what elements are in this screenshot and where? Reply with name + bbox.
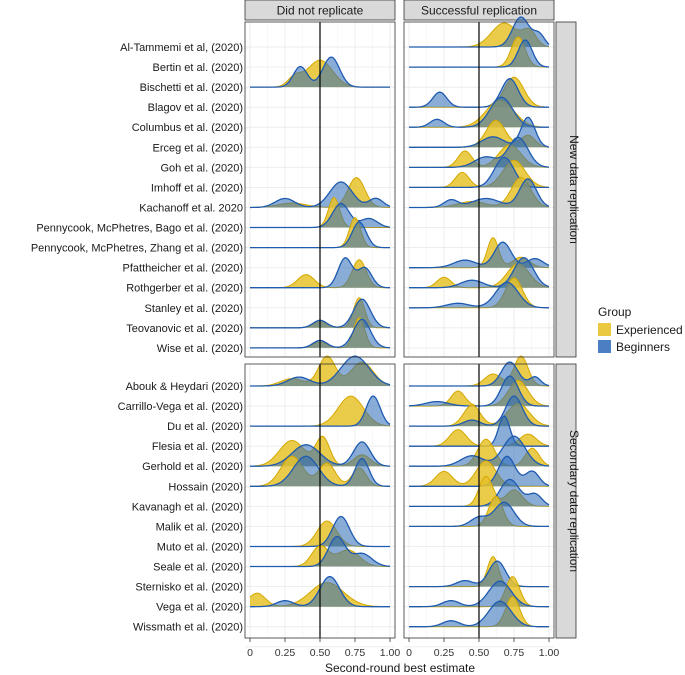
legend-swatch [598,340,611,353]
row-label: Vega et al. (2020) [156,602,243,614]
row-label: Kavanagh et al. (2020) [132,501,243,513]
row-label: Seale et al. (2020) [153,562,243,574]
row-label: Bischetti et al. (2020) [140,82,243,94]
row-label: Pfattheicher et al. (2020) [123,263,243,275]
row-label: Sternisko et al. (2020) [135,582,243,594]
row-label: Goh et al. (2020) [160,162,243,174]
row-label: Flesia et al. (2020) [152,441,243,453]
row-label: Carrillo-Vega et al. (2020) [118,401,243,413]
ridge-beginners [409,78,549,108]
row-label: Teovanovic et al. (2020) [126,323,243,335]
row-strip-label: New data replication [567,135,581,244]
row-label: Muto et al. (2020) [157,541,243,553]
x-tick-label: 1.00 [380,647,401,659]
row-label: Abouk & Heydari (2020) [126,381,243,393]
legend-title: Group [598,305,632,319]
x-tick-label: 0.25 [434,647,455,659]
ridge-beginners [250,222,390,248]
row-label: Columbus et al. (2020) [132,122,243,134]
legend-swatch [598,323,611,336]
row-strip [555,363,577,639]
row-strip-label: Secondary data replication [567,430,581,572]
ridge-beginners [250,182,390,208]
row-label: Erceg et al. (2020) [153,142,244,154]
x-tick-label: 0.25 [275,647,296,659]
panel-border [403,21,555,358]
row-label: Kachanoff et al. 2020 [139,202,243,214]
row-label: Rothgerber et al. (2020) [126,283,243,295]
row-label: Bertin et al. (2020) [153,62,244,74]
row-label: Hossain (2020) [168,481,243,493]
x-tick-label: 0 [406,647,412,659]
x-tick-label: 1.00 [539,647,560,659]
ridge-beginners [409,456,549,487]
legend-label: Beginners [616,340,670,354]
ridge-beginners [409,436,549,467]
row-strip [555,21,577,358]
legend-label: Experienced [616,323,683,337]
ridge-beginners [409,502,549,527]
ridge-beginners [250,319,390,348]
ridge-beginners [409,97,549,128]
column-strip-label: Did not replicate [277,4,364,18]
row-label: Wissmath et al. (2020) [133,622,243,634]
ridge-beginners [409,282,549,308]
row-label: Gerhold et al. (2020) [142,461,243,473]
ridge-beginners [250,257,390,288]
row-label: Wise et al. (2020) [157,343,243,355]
panel-border [244,21,396,358]
row-label: Blagov et al. (2020) [148,102,243,114]
ridge-beginners [250,536,390,567]
row-label: Pennycook, McPhetres, Zhang et al. (2020… [31,243,243,255]
ridge-experienced [250,396,390,427]
ridge-beginners [409,242,549,268]
ridge-beginners [409,178,549,208]
row-label: Malik et al. (2020) [156,521,243,533]
ridge-beginners [409,601,549,627]
x-tick-label: 0.50 [469,647,490,659]
column-strip [403,0,555,21]
row-label: Pennycook, McPhetres, Bago et al. (2020) [36,223,243,235]
ridge-beginners [409,396,549,427]
panel-layer: Did not replicate Successful replication A… [31,0,555,648]
column-strip-label: Successful replication [421,4,537,18]
ridge-beginners [409,17,549,47]
x-tick-label: 0.75 [504,647,525,659]
row-label: Stanley et al. (2020) [145,303,243,315]
x-tick-label: 0 [247,647,253,659]
column-strip [244,0,396,21]
row-label: Al-Tammemi et al, (2020) [120,42,243,54]
ridge-beginners [409,479,549,507]
x-axis-title: Second-round best estimate [325,661,475,675]
ridge-beginners [409,157,549,188]
overlay-layer: New data replication Secondary data repli… [244,21,683,675]
x-tick-label: 0.75 [345,647,366,659]
row-label: Imhoff et al. (2020) [151,182,243,194]
row-label: Du et al. (2020) [167,421,243,433]
x-tick-label: 0.50 [310,647,331,659]
ridge-beginners [250,299,390,328]
ridge-beginners [409,117,549,148]
